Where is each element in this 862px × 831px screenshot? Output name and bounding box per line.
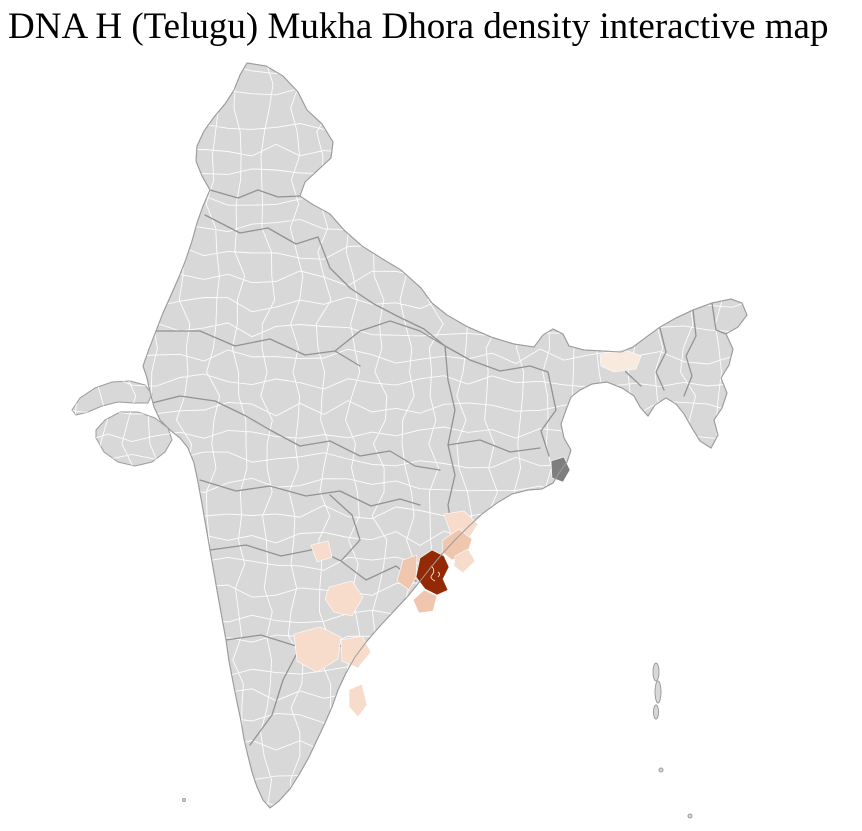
- density-region-high[interactable]: [415, 549, 450, 596]
- density-region-low[interactable]: [453, 548, 476, 574]
- density-region-low[interactable]: [324, 580, 364, 617]
- density-region-medium[interactable]: [396, 554, 418, 591]
- density-region-low[interactable]: [310, 540, 333, 563]
- kutch-region[interactable]: [71, 380, 153, 416]
- density-region-faint[interactable]: [599, 348, 642, 373]
- density-region-low[interactable]: [348, 683, 368, 718]
- density-region-medium[interactable]: [412, 589, 438, 614]
- density-region-neutral-dark[interactable]: [550, 456, 571, 483]
- district-inner-boundary: [430, 565, 440, 582]
- density-region-low[interactable]: [340, 635, 372, 669]
- density-regions: [293, 348, 642, 718]
- page-title: DNA H (Telugu) Mukha Dhora density inter…: [8, 6, 829, 47]
- lakshadweep-islands[interactable]: [181, 797, 187, 803]
- density-region-low[interactable]: [293, 626, 342, 673]
- density-region-low[interactable]: [443, 510, 479, 541]
- andaman-islands[interactable]: [652, 662, 693, 819]
